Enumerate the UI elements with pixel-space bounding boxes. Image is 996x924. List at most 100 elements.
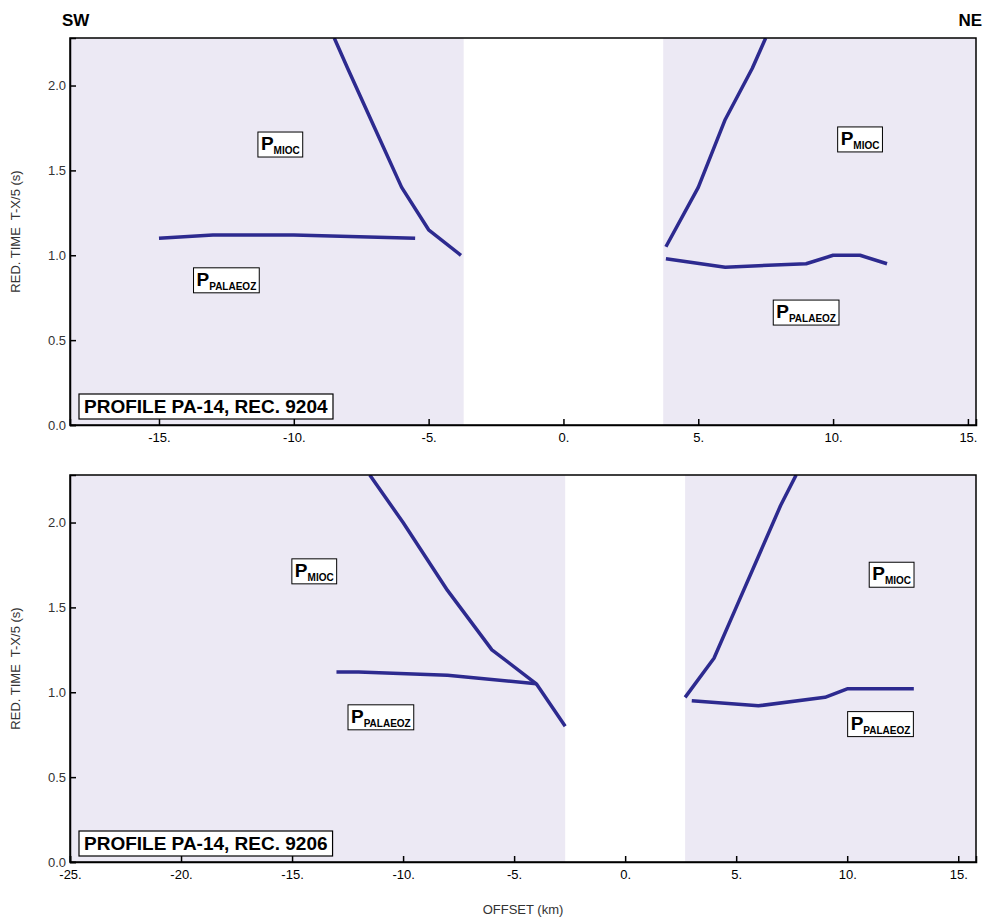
phase-subscript: PALAEOZ [209,281,256,292]
y-tick-mark [70,170,76,172]
y-tick: 0.5 [48,770,76,785]
x-tick: 5. [731,856,742,882]
phase-label-box [838,127,883,152]
panel-title-text: PROFILE PA-14, REC. 9206 [84,833,328,854]
y-tick-mark [70,862,76,864]
phase-label-text: PMIOC [295,560,334,583]
x-tick: -5. [507,856,522,882]
phase-label-text: PPALAEOZ [197,269,257,292]
phase-subscript: PALAEOZ [364,718,411,729]
x-tick-mark [294,419,296,425]
y-tick: 2.0 [48,78,76,93]
x-tick-label: -15. [281,867,303,882]
y-tick-label: 1.0 [48,685,66,700]
x-tick-mark [292,856,294,862]
x-axis: -25.-20.-15.-10.-5.0.5.10.15. [59,856,976,882]
phase-label-text: PPALAEOZ [776,301,836,324]
y-tick-label: 0.0 [48,855,66,870]
no-data-gap [565,475,685,862]
x-tick-mark [625,856,627,862]
phase-subscript: PALAEOZ [789,313,836,324]
x-tick-label: -5. [422,430,437,445]
x-tick-mark [428,419,430,425]
phase-label-text: PPALAEOZ [851,713,911,736]
x-tick-label: 10. [825,430,843,445]
y-axis-title: RED. TIME T-X/5 (s) [8,170,23,292]
x-tick: 10. [839,856,857,882]
y-axis-title: RED. TIME T-X/5 (s) [8,607,23,729]
x-tick: 15. [959,419,977,445]
y-tick-mark [70,692,76,694]
y-tick-mark [70,85,76,87]
x-tick: -20. [170,856,192,882]
plot-area [336,475,913,862]
phase-letter: P [872,563,885,584]
phase-label-box [348,705,414,730]
x-tick-label: 5. [693,430,704,445]
phase-label-box [292,559,337,584]
y-tick-label: 0.5 [48,770,66,785]
y-tick-label: 1.0 [48,248,66,263]
y-tick-mark [70,425,76,427]
y-tick: 1.0 [48,248,76,263]
arrival-line [159,235,415,238]
y-axis: 0.00.51.01.52.0 [48,476,76,870]
x-axis: -15. -10. -5. 0. 5. 10. 15. [71,419,978,445]
y-tick-label: 1.5 [48,163,66,178]
arrival-line [666,255,887,267]
phase-label: PPALAEOZ [773,300,839,325]
phase-subscript: PALAEOZ [863,725,910,736]
y-tick: 0.0 [48,418,76,433]
phase-label-box [848,712,914,737]
y-tick-label: 0.5 [48,333,66,348]
panel-title: PROFILE PA-14, REC. 9206 [79,831,333,856]
x-axis-title: OFFSET (km) [483,902,564,917]
phase-label: PPALAEOZ [348,705,414,730]
arrival-line [370,475,565,726]
x-tick-label: -10. [392,867,414,882]
phase-letter: P [261,133,274,154]
phase-subscript: MIOC [308,572,334,583]
x-tick-mark [958,856,960,862]
y-tick-mark [70,607,76,609]
y-tick: 1.0 [48,685,76,700]
phase-label-box [194,268,260,293]
figure: -15. -10. -5. 0. 5. 10. 15. 0.0 0.5 1.0 1.5 2.0 RED.… [0,0,996,924]
x-tick-label: -10. [283,430,305,445]
x-tick-mark [698,419,700,425]
phase-label: PPALAEOZ [194,268,260,293]
arrival-line [685,475,796,697]
x-tick-label: 0. [559,430,570,445]
panel-title: PROFILE PA-14, REC. 9204 [79,394,333,419]
x-tick: -15. [148,419,170,445]
x-tick-mark [847,856,849,862]
x-tick-label: -5. [507,867,522,882]
phase-label-text: PMIOC [261,133,300,156]
side-label: NE [958,11,982,30]
plot-background [70,475,976,862]
phase-label-box [773,300,839,325]
panel-title-box [79,394,333,419]
x-tick-mark [833,419,835,425]
panel: -15. -10. -5. 0. 5. 10. 15. 0.0 0.5 1.0 1.5 2.0 RED.… [8,11,982,445]
x-tick-label: 15. [950,867,968,882]
phase-letter: P [851,713,864,734]
y-axis-line [71,476,77,863]
x-tick-mark [514,856,516,862]
x-tick-mark [968,419,970,425]
phase-letter: P [295,560,308,581]
arrival-line [336,672,536,684]
y-tick: 1.5 [48,600,76,615]
y-tick: 1.5 [48,163,76,178]
y-axis-line [71,39,77,426]
panel: -25.-20.-15.-10.-5.0.5.10.15.0.00.51.01.… [8,475,977,917]
phase-letter: P [776,301,789,322]
x-tick: 15. [950,856,968,882]
phase-label: PPALAEOZ [848,712,914,737]
no-data-gap [464,38,664,425]
x-tick-mark [181,856,183,862]
plot-frame [70,38,976,425]
phase-label-text: PMIOC [872,563,911,586]
x-tick-mark [563,419,565,425]
phase-subscript: MIOC [853,140,879,151]
